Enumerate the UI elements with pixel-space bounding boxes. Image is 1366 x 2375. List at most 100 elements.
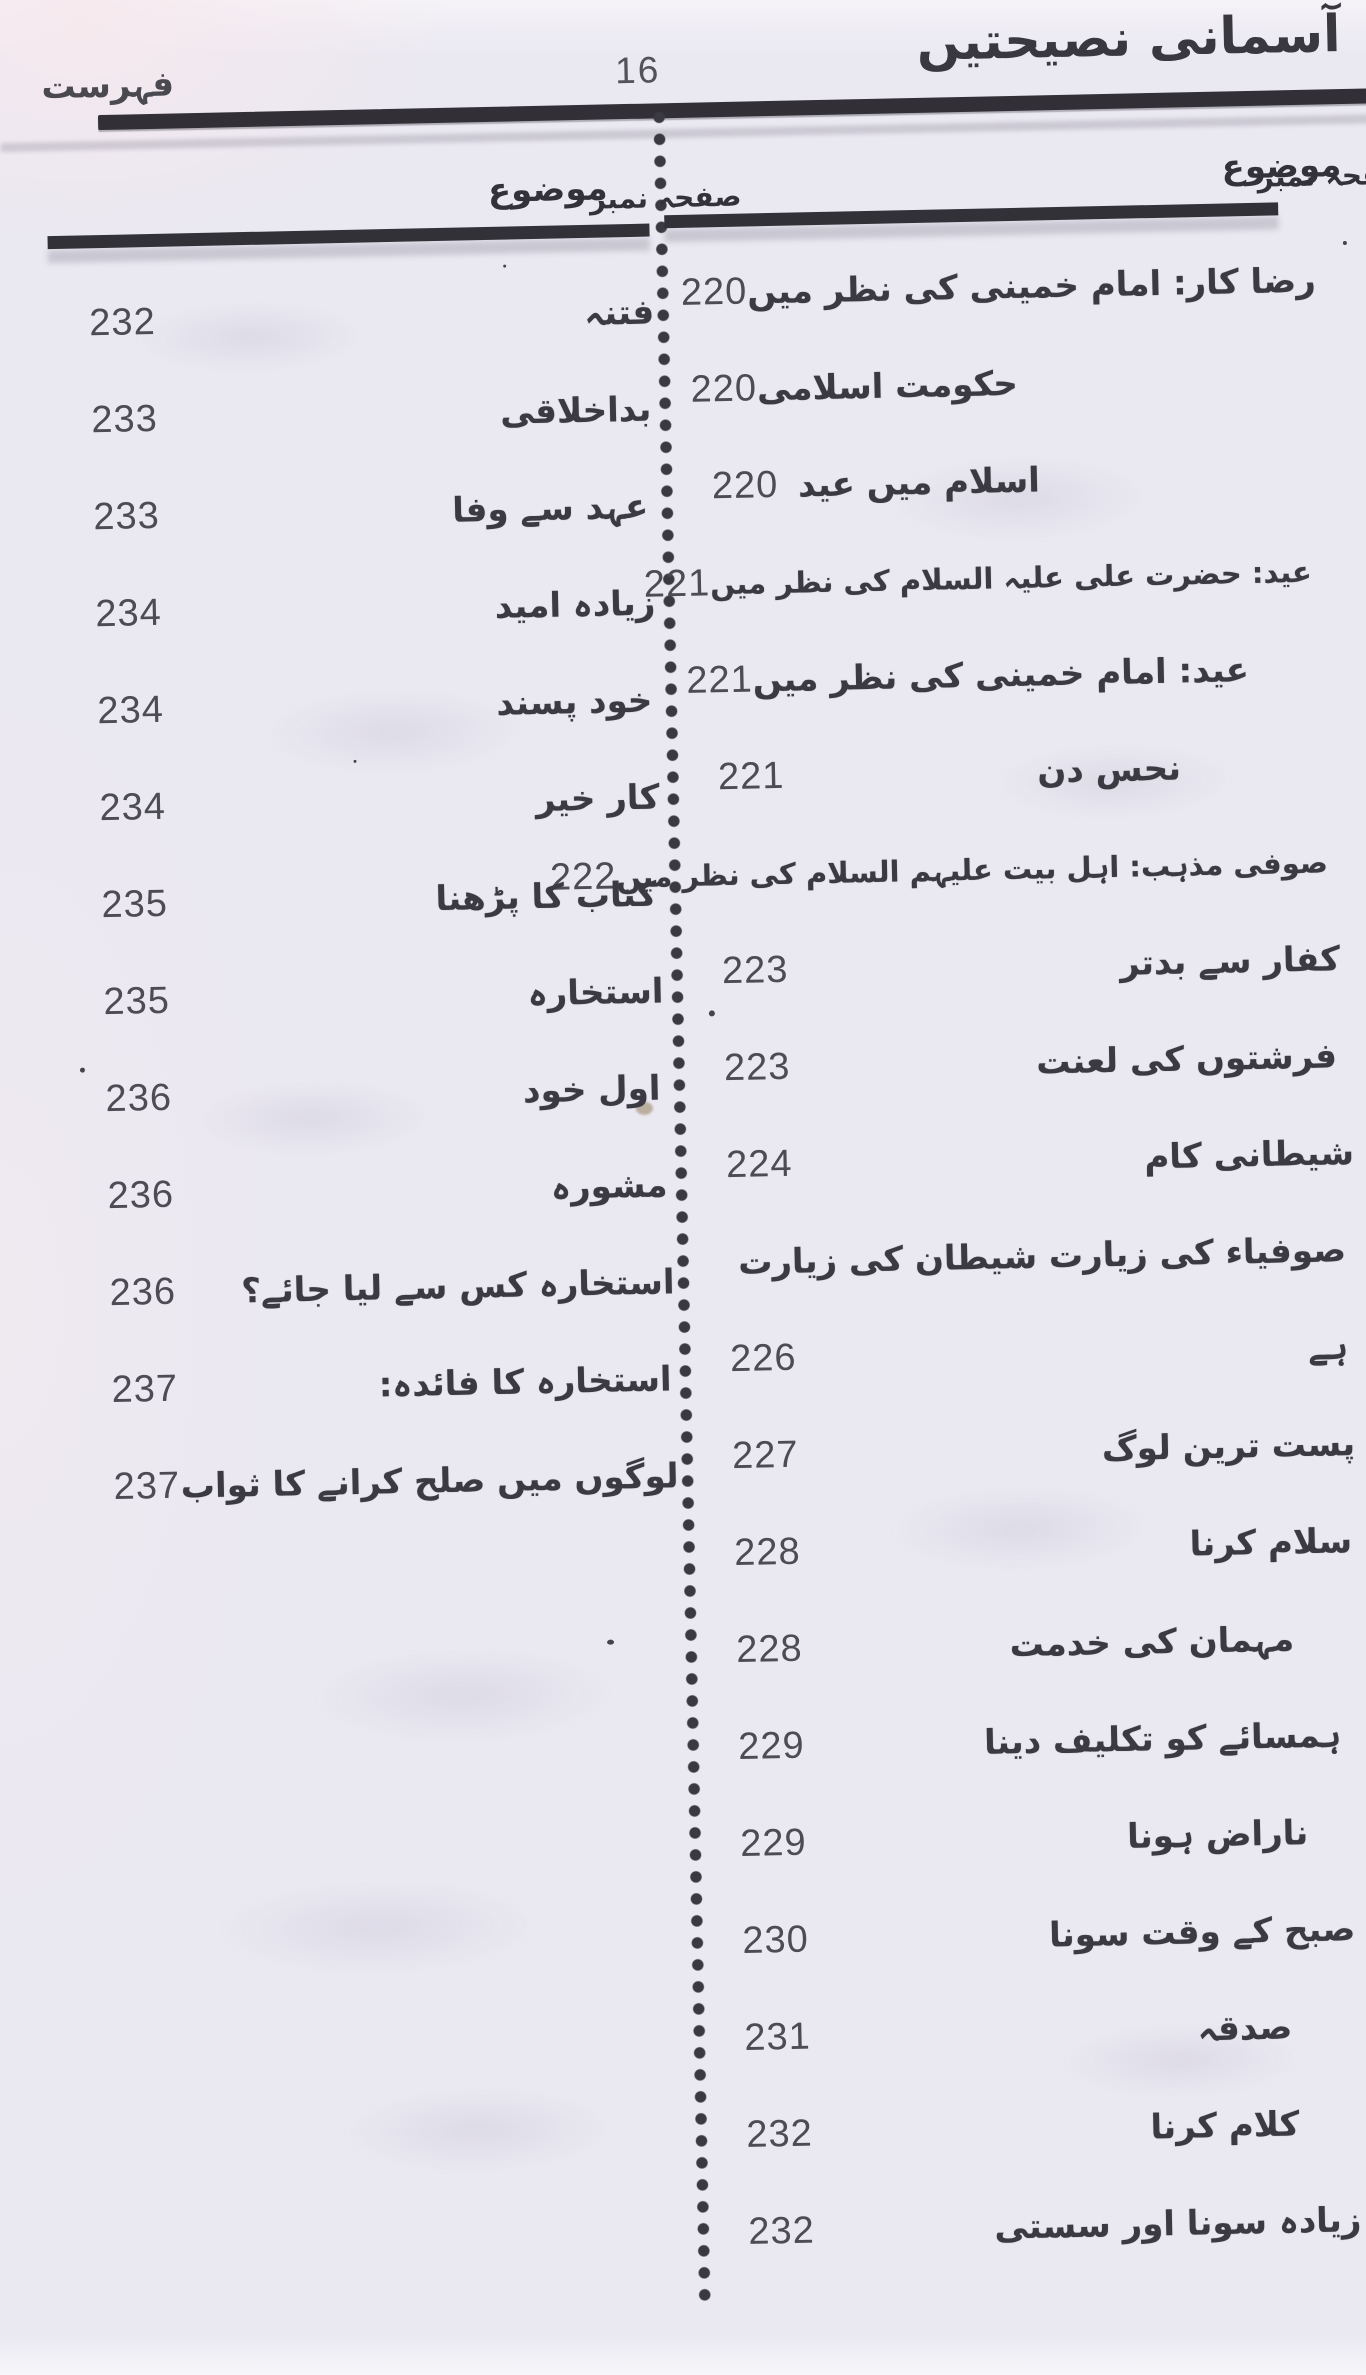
- toc-entry: مہمان کی خدمت 228: [731, 1590, 1311, 1699]
- column-header-page-number: صفحہ نمبر: [1257, 157, 1366, 194]
- toc-entry-page-number: 223: [723, 1045, 791, 1090]
- toc-entry: کلام کرنا 232: [741, 2075, 1316, 2184]
- toc-entry-topic: بداخلاقی: [499, 389, 652, 433]
- toc-column-left: موضوع صفحہ نمبر فتنہ 232 بداخلاقی 233 عہد …: [11, 163, 742, 1537]
- toc-entry-topic: کلام کرنا: [1150, 2103, 1300, 2147]
- toc-entry-page-number: 227: [731, 1433, 800, 1478]
- toc-entry: صدقہ 231: [739, 1978, 1309, 2087]
- toc-entry-topic: ہمسائے کو تکلیف دینا: [983, 1715, 1342, 1763]
- toc-entry: ناراض ہونا 229: [735, 1784, 1325, 1893]
- toc-entry-topic: صوفی مذہب: اہل بیت علیہم السلام کی نظر م…: [616, 844, 1329, 894]
- toc-entry-topic: کفار سے بدتر: [1119, 939, 1341, 984]
- toc-entry: فرشتوں کی لعنت 223: [719, 1007, 1354, 1117]
- toc-entry-page-number: 223: [721, 948, 789, 993]
- toc-entry-page-number: 232: [747, 2209, 816, 2253]
- toc-entry: عہد سے وفا 233: [17, 457, 657, 567]
- bleedthrough-smudge: [312, 1644, 615, 1746]
- toc-entry: استخارہ 235: [28, 942, 673, 1052]
- toc-entry-page-number: 231: [743, 2015, 812, 2059]
- toc-entry: استخارہ کا فائدہ: 237: [36, 1330, 681, 1440]
- toc-rows: رضا کار: امام خمینی کی نظر میں 220 حکومت …: [550, 231, 1366, 2281]
- toc-entry-topic: فتنہ: [583, 292, 655, 334]
- toc-entry-topic: نحس دن: [1036, 748, 1182, 792]
- toc-entry-topic: عید: حضرت علی علیہ السلام کی نظر میں: [709, 554, 1313, 601]
- scan-speck: [606, 1639, 615, 1645]
- toc-entry-page-number: 237: [111, 1367, 179, 1412]
- scan-page-number: 16: [614, 49, 661, 92]
- toc-entry-topic: استخارہ کا فائدہ:: [378, 1359, 672, 1406]
- toc-entry-page-number: 232: [88, 300, 157, 345]
- toc-entry-topic: پست ترین لوگ: [1101, 1423, 1356, 1469]
- toc-entry-topic: صوفیاء کی زیارت شیطان کی زیارت: [737, 1229, 1347, 1283]
- toc-entry-topic: کتاب کا پڑھنا: [435, 874, 657, 919]
- toc-entry: رضا کار: امام خمینی کی نظر میں 220: [680, 231, 1333, 341]
- toc-entry-page-number: 236: [109, 1270, 177, 1315]
- toc-entry: عید: حضرت علی علیہ السلام کی نظر میں 221: [643, 522, 1329, 632]
- toc-entry-page-number: 220: [680, 270, 748, 314]
- toc-entry-page-number: 234: [99, 785, 167, 830]
- scan-speck: [708, 1010, 715, 1017]
- toc-entry-topic: زیادہ امید: [494, 583, 656, 627]
- toc-entry: سلام کرنا 228: [729, 1492, 1366, 1602]
- toc-entry: صبح کے وقت سونا 230: [737, 1880, 1366, 1990]
- toc-entry-page-number: 228: [733, 1530, 802, 1575]
- toc-entry-page-number: 237: [113, 1464, 181, 1509]
- toc-entry-page-number: 236: [107, 1173, 175, 1218]
- toc-entry: ہمسائے کو تکلیف دینا 229: [733, 1686, 1358, 1796]
- toc-entry-page-number: 221: [717, 754, 785, 799]
- toc-entry: خود پسند 234: [21, 651, 661, 761]
- column-header-page-number: صفحہ نمبر: [589, 179, 742, 216]
- toc-entry-topic: صدقہ: [1197, 2007, 1293, 2050]
- toc-entry-topic: زیادہ سونا اور سستی: [994, 2200, 1362, 2248]
- column-header-rule: [47, 223, 650, 250]
- toc-entry-topic: فرشتوں کی لعنت: [1035, 1035, 1338, 1083]
- toc-entry-topic: صبح کے وقت سونا: [1048, 1909, 1356, 1956]
- toc-entry-page-number: 235: [101, 882, 169, 927]
- toc-entry-topic: مہمان کی خدمت: [1009, 1619, 1295, 1666]
- toc-entry-page-number: 230: [741, 1918, 810, 1962]
- book-title: آسمانی نصیحتیں: [916, 5, 1342, 73]
- toc-entry-topic: مشورہ: [550, 1165, 668, 1208]
- toc-entry-topic: کار خیر: [535, 776, 660, 820]
- toc-entry-topic: خود پسند: [495, 680, 653, 724]
- toc-entry-topic: عہد سے وفا: [451, 486, 649, 531]
- toc-entry-topic: ہے: [1307, 1327, 1349, 1368]
- bleedthrough-smudge: [341, 2084, 614, 2176]
- toc-entry: ہے 226: [725, 1298, 1365, 1408]
- toc-entry-page-number: 220: [711, 463, 779, 508]
- toc-entry: فتنہ 232: [13, 263, 663, 374]
- toc-entry-page-number: 233: [92, 494, 161, 539]
- toc-entry: نحس دن 221: [713, 719, 1198, 826]
- toc-entry-topic: عید: امام خمینی کی نظر میں: [752, 649, 1250, 700]
- toc-entry-topic: اسلام میں عید: [797, 459, 1041, 505]
- toc-entry-page-number: 234: [94, 591, 163, 636]
- toc-rows: فتنہ 232 بداخلاقی 233 عہد سے وفا 233 زیادہ …: [13, 263, 687, 1537]
- toc-entry: مشورہ 236: [32, 1136, 677, 1246]
- toc-entry-page-number: 228: [735, 1627, 804, 1672]
- toc-entry: لوگوں میں صلح کرانے کا ثواب 237: [38, 1427, 688, 1538]
- toc-entry: کتاب کا پڑھنا 235: [26, 845, 666, 955]
- toc-entry: اسلام میں عید 220: [707, 431, 1057, 535]
- toc-entry-page-number: 224: [725, 1142, 793, 1187]
- toc-entry: کار خیر 234: [23, 748, 668, 858]
- toc-entry-topic: حکومت اسلامی: [756, 363, 1019, 409]
- toc-entry-topic: استخارہ: [527, 971, 664, 1015]
- toc-entry-page-number: 229: [737, 1724, 806, 1769]
- toc-column-right: موضوع صفحہ نمبر رضا کار: امام خمینی کی ن…: [550, 139, 1366, 2281]
- toc-entry: زیادہ سونا اور سستی 232: [743, 2171, 1366, 2281]
- toc-entry-page-number: 236: [105, 1076, 173, 1121]
- toc-entry-topic: اول خود: [522, 1068, 661, 1111]
- toc-entry: صوفی مذہب: اہل بیت علیہم السلام کی نظر م…: [550, 813, 1345, 923]
- toc-entry-topic: رضا کار: امام خمینی کی نظر میں: [746, 260, 1317, 313]
- toc-entry-page-number: 234: [96, 688, 165, 733]
- bleedthrough-smudge: [216, 1876, 539, 1978]
- toc-entry-topic: شیطانی کام: [1143, 1132, 1355, 1177]
- toc-entry: کفار سے بدتر 223: [717, 910, 1357, 1020]
- toc-entry-topic: لوگوں میں صلح کرانے کا ثواب: [180, 1456, 680, 1507]
- toc-entry-topic: ناراض ہونا: [1126, 1813, 1309, 1857]
- toc-entry-page-number: 221: [685, 658, 754, 702]
- toc-entry: حکومت اسلامی 220: [690, 335, 1035, 439]
- toc-entry: صوفیاء کی زیارت شیطان کی زیارت: [723, 1201, 1363, 1311]
- section-title: فہرست: [40, 64, 175, 108]
